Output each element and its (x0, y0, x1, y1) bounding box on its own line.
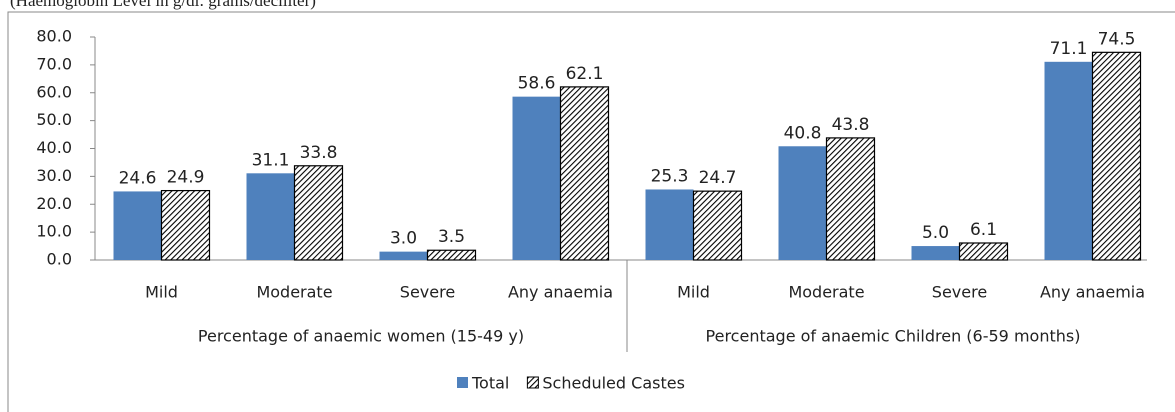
data-label: 3.0 (390, 229, 417, 249)
data-label: 24.7 (699, 168, 737, 188)
data-label: 24.9 (167, 168, 205, 188)
y-tick-label: 20.0 (36, 194, 72, 213)
data-label: 33.8 (300, 143, 338, 163)
x-tick-label: Moderate (788, 283, 864, 302)
y-tick-label: 60.0 (36, 82, 72, 101)
data-label: 62.1 (566, 64, 604, 84)
bar (379, 251, 428, 260)
bar (692, 190, 743, 261)
y-tick-label: 70.0 (36, 54, 72, 73)
y-tick-label: 40.0 (36, 138, 72, 157)
data-label: 40.8 (784, 123, 822, 143)
x-tick-label: Any anaemia (508, 283, 613, 302)
bar (559, 86, 610, 261)
data-label: 74.5 (1098, 29, 1136, 49)
bar (911, 246, 960, 260)
group-label: Percentage of anaemic women (15-49 y) (198, 327, 524, 346)
data-label: 5.0 (922, 223, 949, 243)
group-label: Percentage of anaemic Children (6-59 mon… (706, 327, 1081, 346)
chart-border (7, 11, 1175, 412)
bar (113, 191, 162, 260)
bar (246, 173, 295, 260)
data-label: 58.6 (518, 74, 556, 94)
bar (645, 189, 694, 260)
data-label: 43.8 (832, 115, 870, 135)
data-label: 31.1 (252, 150, 290, 170)
y-tick-label: 10.0 (36, 222, 72, 241)
data-label: 71.1 (1050, 39, 1088, 59)
bar (825, 137, 876, 261)
bar (958, 242, 1009, 261)
legend-swatch (457, 377, 468, 388)
x-tick-label: Severe (400, 283, 455, 302)
data-label: 25.3 (651, 166, 689, 186)
y-tick-label: 80.0 (36, 27, 72, 46)
bar (293, 165, 344, 261)
bar (1044, 61, 1093, 261)
chart-subtitle: (Haemoglobin Level in g/dl: grams/decili… (10, 0, 316, 10)
data-label: 24.6 (119, 168, 157, 188)
x-tick-label: Moderate (256, 283, 332, 302)
data-label: 3.5 (438, 227, 465, 247)
x-tick-label: Mild (145, 283, 178, 302)
bar (1091, 51, 1142, 261)
legend-label: Scheduled Castes (542, 374, 685, 393)
legend-label: Total (471, 374, 509, 393)
x-tick-label: Severe (932, 283, 987, 302)
bar (512, 96, 561, 260)
y-tick-label: 30.0 (36, 166, 72, 185)
x-tick-label: Mild (677, 283, 710, 302)
bar (160, 189, 211, 261)
x-tick-label: Any anaemia (1040, 283, 1145, 302)
y-tick-label: 50.0 (36, 110, 72, 129)
bar (778, 146, 827, 260)
y-tick-label: 0.0 (47, 250, 72, 269)
data-label: 6.1 (970, 220, 997, 240)
bar (426, 249, 477, 261)
legend-swatch (526, 376, 539, 389)
